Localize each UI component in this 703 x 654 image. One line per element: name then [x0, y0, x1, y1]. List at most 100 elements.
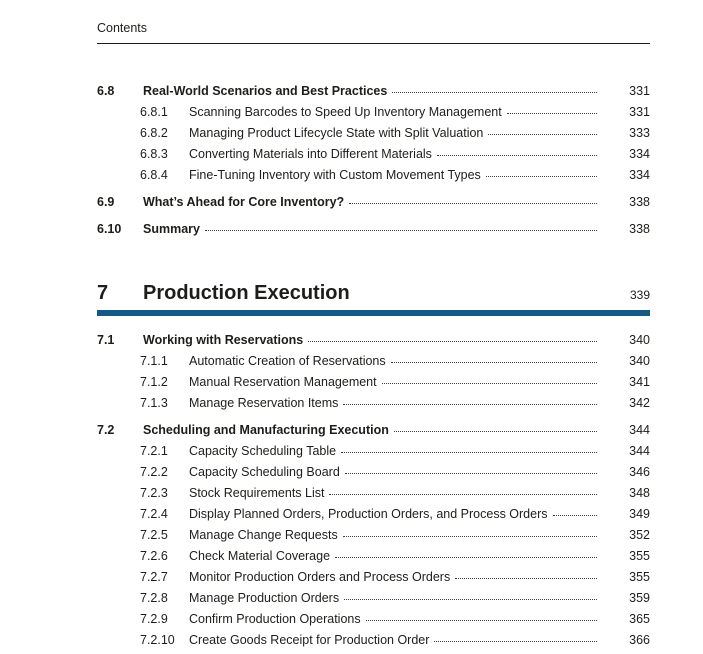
toc-entry-page-number: 355 [629, 570, 650, 584]
toc-entry-title: Automatic Creation of Reservations [189, 354, 386, 368]
toc-entry[interactable]: 7.2.10 Create Goods Receipt for Producti… [97, 630, 650, 651]
dot-leader [390, 362, 597, 363]
toc-entry-title: What’s Ahead for Core Inventory? [143, 195, 345, 209]
chapter-heading-row[interactable]: 7 Production Execution 339 [97, 280, 650, 306]
toc-entry[interactable]: 7.1.1 Automatic Creation of Reservations… [97, 351, 650, 372]
toc-group: 7 Production Execution 339 7.1 Working w… [97, 280, 650, 651]
toc-entry-title: Confirm Production Operations [189, 612, 361, 626]
toc-entry-page-number: 349 [629, 507, 650, 521]
toc-entry-title: Working with Reservations [143, 333, 304, 347]
dot-leader [552, 515, 597, 516]
toc-entry-number: 7.2.7 [140, 570, 168, 584]
toc-entry-title: Real-World Scenarios and Best Practices [143, 84, 388, 98]
toc-entry-page-number: 331 [629, 105, 650, 119]
toc-entry-number: 7.2.8 [140, 591, 168, 605]
toc-entry-page-number: 344 [629, 423, 650, 437]
toc-entry-title: Capacity Scheduling Board [189, 465, 340, 479]
toc-entry[interactable]: 7.2.4 Display Planned Orders, Production… [97, 504, 650, 525]
dot-leader [342, 536, 597, 537]
toc-entry[interactable]: 7.2.5 Manage Change Requests 352 [97, 525, 650, 546]
dot-leader [344, 599, 597, 600]
toc-entry[interactable]: 7.2 Scheduling and Manufacturing Executi… [97, 420, 650, 441]
toc-entry-number: 7.2.5 [140, 528, 168, 542]
toc-entry[interactable]: 7.1.3 Manage Reservation Items 342 [97, 393, 650, 414]
toc-entry-page-number: 338 [629, 195, 650, 209]
toc-entry-title: Converting Materials into Different Mate… [189, 147, 432, 161]
dot-leader [341, 452, 597, 453]
toc-entry-page-number: 334 [629, 168, 650, 182]
toc-entry-number: 7.2.4 [140, 507, 168, 521]
chapter-number: 7 [97, 282, 109, 304]
toc-entry-number: 6.8.2 [140, 126, 168, 140]
dot-leader [436, 155, 597, 156]
toc-entry-title: Create Goods Receipt for Production Orde… [189, 633, 430, 647]
toc-entry-number: 7.2.2 [140, 465, 168, 479]
toc-entry-number: 7.2.9 [140, 612, 168, 626]
toc-entry-page-number: 333 [629, 126, 650, 140]
toc-entry-page-number: 344 [629, 444, 650, 458]
toc-entry-title: Monitor Production Orders and Process Or… [189, 570, 451, 584]
toc-entry-number: 6.8 [97, 84, 115, 98]
toc-entry-page-number: 355 [629, 549, 650, 563]
toc-entry-number: 7.1.3 [140, 396, 168, 410]
toc-entry-number: 6.8.1 [140, 105, 168, 119]
toc-entry-number: 7.1.1 [140, 354, 168, 368]
dot-leader [308, 341, 597, 342]
toc-entry[interactable]: 7.2.8 Manage Production Orders 359 [97, 588, 650, 609]
dot-leader [329, 494, 597, 495]
toc-entry-page-number: 365 [629, 612, 650, 626]
toc-entry-title: Stock Requirements List [189, 486, 325, 500]
table-of-contents: 6.8 Real-World Scenarios and Best Practi… [97, 81, 650, 651]
chapter-heading: 7 Production Execution 339 [97, 280, 650, 316]
toc-entry-title: Scheduling and Manufacturing Execution [143, 423, 389, 437]
dot-leader [393, 431, 597, 432]
toc-entry-title: Summary [143, 222, 200, 236]
toc-entry[interactable]: 7.1 Working with Reservations 340 [97, 330, 650, 351]
toc-entry-title: Managing Product Lifecycle State with Sp… [189, 126, 484, 140]
toc-entry[interactable]: 7.2.6 Check Material Coverage 355 [97, 546, 650, 567]
toc-entry[interactable]: 6.8.3 Converting Materials into Differen… [97, 144, 650, 165]
toc-entry[interactable]: 6.9 What’s Ahead for Core Inventory? 338 [97, 192, 650, 213]
toc-entry-page-number: 340 [629, 333, 650, 347]
toc-entry[interactable]: 7.1.2 Manual Reservation Management 341 [97, 372, 650, 393]
toc-entry-page-number: 340 [629, 354, 650, 368]
toc-entry[interactable]: 6.8 Real-World Scenarios and Best Practi… [97, 81, 650, 102]
toc-entry[interactable]: 7.2.9 Confirm Production Operations 365 [97, 609, 650, 630]
dot-leader [349, 203, 597, 204]
toc-entry-page-number: 366 [629, 633, 650, 647]
chapter-page-number: 339 [629, 288, 650, 302]
toc-entry-page-number: 359 [629, 591, 650, 605]
toc-entry[interactable]: 6.10 Summary 338 [97, 219, 650, 240]
dot-leader [335, 557, 597, 558]
toc-entry-number: 7.2.3 [140, 486, 168, 500]
toc-entry[interactable]: 7.2.3 Stock Requirements List 348 [97, 483, 650, 504]
toc-entry-title: Capacity Scheduling Table [189, 444, 337, 458]
dot-leader [204, 230, 597, 231]
toc-entry-title: Display Planned Orders, Production Order… [189, 507, 548, 521]
toc-entry[interactable]: 6.8.1 Scanning Barcodes to Speed Up Inve… [97, 102, 650, 123]
toc-entry[interactable]: 6.8.4 Fine-Tuning Inventory with Custom … [97, 165, 650, 186]
dot-leader [381, 383, 597, 384]
toc-entry-number: 7.1.2 [140, 375, 168, 389]
toc-entry-number: 7.1 [97, 333, 115, 347]
toc-entry-title: Manage Reservation Items [189, 396, 339, 410]
toc-entry[interactable]: 7.2.1 Capacity Scheduling Table 344 [97, 441, 650, 462]
dot-leader [506, 113, 597, 114]
toc-entry-number: 6.8.3 [140, 147, 168, 161]
toc-entry[interactable]: 7.2.2 Capacity Scheduling Board 346 [97, 462, 650, 483]
toc-entry-page-number: 341 [629, 375, 650, 389]
dot-leader [455, 578, 597, 579]
header-rule [97, 43, 650, 44]
toc-entry-page-number: 348 [629, 486, 650, 500]
toc-entry-page-number: 352 [629, 528, 650, 542]
toc-entry-page-number: 342 [629, 396, 650, 410]
toc-group: 6.8 Real-World Scenarios and Best Practi… [97, 81, 650, 240]
toc-entry[interactable]: 6.8.2 Managing Product Lifecycle State w… [97, 123, 650, 144]
toc-entry-number: 7.2.1 [140, 444, 168, 458]
running-header-label: Contents [97, 21, 148, 35]
toc-entry[interactable]: 7.2.7 Monitor Production Orders and Proc… [97, 567, 650, 588]
dot-leader [365, 620, 597, 621]
toc-entry-title: Manage Production Orders [189, 591, 340, 605]
running-header: Contents [97, 14, 650, 36]
